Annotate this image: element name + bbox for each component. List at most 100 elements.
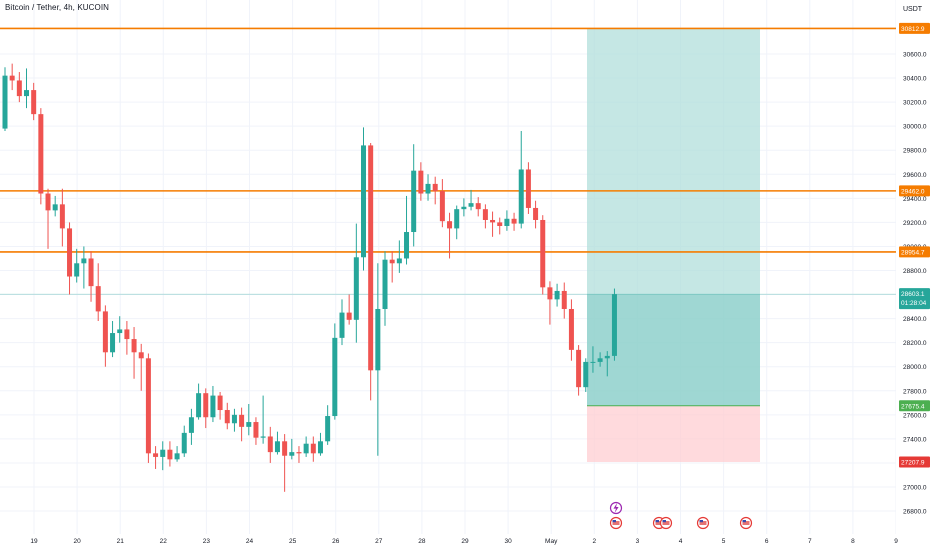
event-markers[interactable]: [609, 501, 753, 530]
candle-down: [16, 80, 22, 97]
y-tick-label: 30000.0: [903, 124, 927, 131]
candle-down: [31, 90, 37, 115]
candle-up: [554, 290, 560, 300]
us-flag-stripes: [742, 521, 750, 525]
candle-down: [439, 191, 445, 222]
candle-down: [267, 436, 273, 453]
candle-down: [482, 209, 488, 220]
y-tick-label: 29200.0: [903, 220, 927, 227]
x-tick-label: 22: [160, 538, 168, 545]
y-tick-label: 28000.0: [903, 364, 927, 371]
candle-down: [296, 452, 302, 454]
candle-down: [547, 287, 553, 300]
level-price-tag-text: 29462.0: [901, 188, 925, 195]
us-flag-canton: [742, 520, 746, 523]
candle-down: [432, 183, 438, 192]
candle-down: [561, 290, 567, 309]
candle-up: [461, 206, 467, 210]
us-flag-canton: [662, 520, 666, 523]
candle-up: [117, 329, 123, 334]
y-tick-label: 27600.0: [903, 412, 927, 419]
candle-down: [153, 453, 159, 457]
candle-down: [124, 329, 130, 340]
grid-lines: [0, 0, 897, 534]
us-flag-canton: [612, 520, 616, 523]
candle-up: [597, 358, 603, 362]
candle-down: [533, 207, 539, 220]
candle-up: [181, 432, 187, 454]
y-tick-label: 27000.0: [903, 485, 927, 492]
x-tick-label: 5: [722, 538, 726, 545]
candle-up: [110, 333, 116, 353]
x-tick-label: 6: [765, 538, 769, 545]
candle-down: [282, 441, 288, 456]
candle-up: [425, 183, 431, 194]
candle-down: [217, 395, 223, 411]
x-tick-label: 2: [592, 538, 596, 545]
candle-down: [138, 352, 144, 359]
candle-up: [396, 258, 402, 264]
currency-label: USDT: [903, 6, 923, 13]
us-flag-stripes: [662, 521, 670, 525]
stop-price-tag-text: 27207.9: [901, 459, 925, 466]
candle-up: [196, 393, 202, 418]
horizontal-levels[interactable]: [0, 27, 896, 295]
x-tick-label: 8: [851, 538, 855, 545]
y-tick-label: 27800.0: [903, 388, 927, 395]
y-tick-label: 29600.0: [903, 172, 927, 179]
last-price-text: 28603.1: [901, 291, 925, 298]
candle-up: [2, 75, 8, 129]
price-tags: 30812.9 29462.0 28954.7 27675.4 27207.9 28603…: [899, 22, 930, 468]
candle-up: [160, 449, 166, 457]
y-tick-label: 29800.0: [903, 148, 927, 155]
candle-up: [188, 417, 194, 433]
candle-up: [24, 90, 30, 97]
candle-up: [518, 169, 524, 224]
candle-down: [490, 219, 496, 223]
candle-down: [368, 145, 374, 371]
candle-down: [511, 218, 517, 224]
x-tick-label: 29: [461, 538, 469, 545]
candle-down: [38, 114, 44, 194]
candle-up: [317, 441, 323, 454]
us-flag-canton: [699, 520, 703, 523]
time-axis[interactable]: [0, 534, 896, 550]
candle-up: [274, 441, 280, 453]
y-tick-label: 28400.0: [903, 316, 927, 323]
candle-down: [45, 193, 51, 211]
candle-down: [525, 169, 531, 208]
candle-down: [447, 221, 453, 229]
position-zones[interactable]: [587, 28, 760, 462]
candle-down: [475, 203, 481, 210]
candle-up: [404, 232, 410, 259]
candle-up: [52, 204, 58, 211]
last-price-tag: [899, 288, 930, 310]
candle-down: [239, 414, 245, 427]
price-axis[interactable]: [896, 0, 932, 534]
entry-price-tag: [899, 400, 930, 412]
candle-up: [332, 337, 338, 417]
candle-down: [497, 222, 503, 226]
stop-price-tag: [899, 456, 930, 468]
x-tick-label: 28: [418, 538, 426, 545]
y-tick-label: 30400.0: [903, 76, 927, 83]
x-tick-label: May: [545, 538, 558, 545]
candle-up: [353, 257, 359, 320]
candle-up: [210, 395, 216, 418]
x-tick-label: 27: [375, 538, 383, 545]
candle-down: [167, 449, 173, 460]
candle-up: [303, 443, 309, 454]
candle-down: [203, 393, 209, 418]
candle-up: [361, 145, 366, 258]
candle-down: [253, 422, 259, 438]
candle-up: [604, 355, 610, 359]
level-price-tag-text: 30812.9: [901, 26, 925, 33]
candle-up: [590, 361, 596, 363]
y-tick-label: 28800.0: [903, 268, 927, 275]
loss-zone[interactable]: [587, 405, 760, 462]
candle-up: [468, 203, 474, 207]
us-flag-stripes: [612, 521, 620, 525]
candle-up: [81, 258, 87, 264]
